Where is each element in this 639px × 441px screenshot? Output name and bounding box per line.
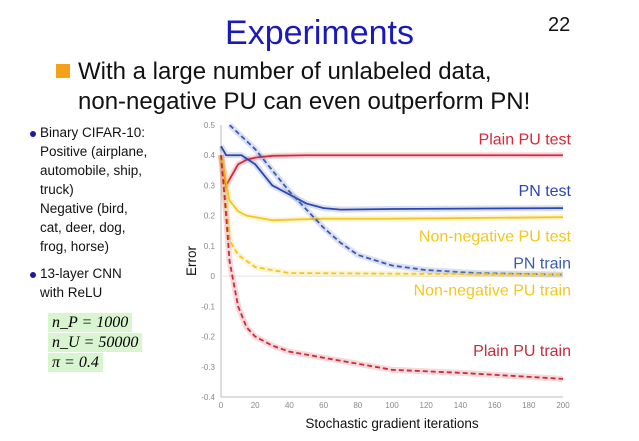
y-tick-label: 0.2 xyxy=(204,212,216,221)
series-line xyxy=(220,154,563,189)
x-axis-label: Stochastic gradient iterations xyxy=(305,416,479,431)
bullet-dot-icon xyxy=(30,272,36,278)
series-label: PN train xyxy=(513,256,571,273)
y-tick-label: -0.4 xyxy=(201,393,215,402)
x-tick-label: 20 xyxy=(251,401,260,410)
series-line xyxy=(220,155,564,276)
bullet-line: Positive (airplane, xyxy=(40,144,148,159)
y-tick-label: -0.3 xyxy=(201,363,215,372)
slide-title: Experiments xyxy=(225,14,414,52)
x-tick-label: 40 xyxy=(285,401,294,410)
bullet-line: Negative (bird, xyxy=(40,201,128,216)
series-line xyxy=(228,124,564,276)
bullet-line: frog, horse) xyxy=(40,239,110,254)
param-np: n_P = 1000 xyxy=(48,313,133,332)
bullet-line: automobile, ship, xyxy=(40,163,143,178)
x-tick-label: 80 xyxy=(353,401,362,410)
param-nu: n_U = 50000 xyxy=(48,333,143,352)
series-label: Non-negative PU train xyxy=(414,283,571,300)
bullet-line: truck) xyxy=(40,182,74,197)
x-tick-label: 120 xyxy=(420,401,434,410)
y-tick-label: 0.5 xyxy=(204,121,216,130)
headline-line-2: non-negative PU can even outperform PN! xyxy=(78,88,531,115)
series-label: Non-negative PU test xyxy=(419,228,572,245)
series-label: Plain PU train xyxy=(473,343,571,360)
y-tick-label: -0.2 xyxy=(201,333,215,342)
x-tick-label: 140 xyxy=(454,401,468,410)
series-label: Plain PU test xyxy=(479,132,572,149)
series-line xyxy=(220,155,564,380)
bullet-dot-icon xyxy=(30,131,36,137)
y-tick-label: 0 xyxy=(211,272,216,281)
page-number: 22 xyxy=(548,14,571,36)
y-tick-label: -0.1 xyxy=(201,302,215,311)
bullet-dataset: Binary CIFAR-10: Positive (airplane, aut… xyxy=(40,123,147,256)
x-tick-label: 0 xyxy=(219,401,224,410)
bullet-line: cat, deer, dog, xyxy=(40,220,126,235)
y-tick-label: 0.4 xyxy=(204,151,216,160)
bullet-line: Binary CIFAR-10: xyxy=(40,125,146,140)
y-tick-label: 0.3 xyxy=(204,181,216,190)
series-label: PN test xyxy=(519,183,572,200)
x-tick-label: 200 xyxy=(556,401,570,410)
bullet-square-icon xyxy=(56,64,70,78)
bullet-line: with ReLU xyxy=(40,285,103,300)
x-tick-label: 100 xyxy=(385,401,399,410)
series-line xyxy=(220,145,564,211)
param-pi: π = 0.4 xyxy=(48,353,103,372)
x-tick-label: 60 xyxy=(319,401,328,410)
bullet-line: 13-layer CNN xyxy=(40,266,122,281)
x-tick-label: 180 xyxy=(522,401,536,410)
headline-line-1: With a large number of unlabeled data, xyxy=(78,58,492,85)
x-tick-label: 160 xyxy=(488,401,502,410)
bullet-model: 13-layer CNN with ReLU xyxy=(40,264,122,302)
series-line xyxy=(220,155,564,222)
y-tick-label: 0.1 xyxy=(204,242,216,251)
y-axis-label: Error xyxy=(184,245,199,276)
